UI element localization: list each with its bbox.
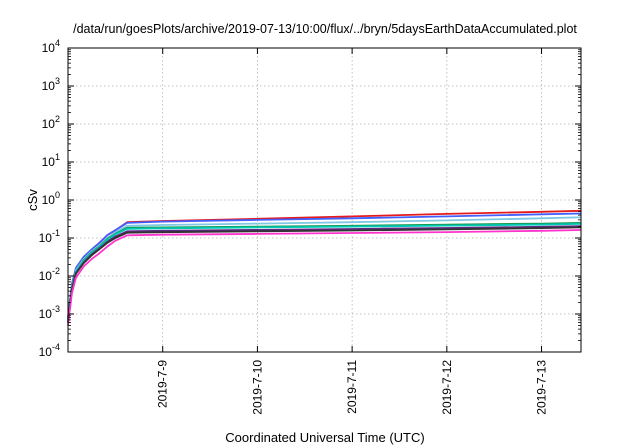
y-tick-label: 102	[42, 114, 60, 131]
y-tick-label: 10-2	[39, 266, 60, 283]
x-tick-label: 2019-7-13	[535, 360, 549, 415]
series-line-2	[67, 212, 582, 318]
y-tick-label: 10-4	[39, 342, 60, 359]
y-axis-label: cSv	[25, 189, 40, 211]
grid	[68, 48, 581, 352]
series-line-8	[67, 229, 582, 326]
y-tick-label: 10-3	[39, 304, 60, 321]
x-tick-label: 2019-7-11	[345, 360, 359, 414]
x-axis-label: Coordinated Universal Time (UTC)	[225, 430, 424, 445]
y-tick-label: 101	[42, 152, 60, 169]
series-group	[67, 209, 582, 326]
x-tick-label: 2019-7-9	[156, 360, 170, 408]
y-tick-label: 10-1	[39, 228, 60, 245]
x-tick-label: 2019-7-10	[250, 360, 264, 415]
y-tick-label: 103	[42, 76, 60, 93]
series-line-7	[67, 226, 582, 323]
chart-title: /data/run/goesPlots/archive/2019-07-13/1…	[73, 22, 577, 36]
y-tick-label: 104	[42, 38, 60, 55]
ticks: 10-4 10-3 10-2 10-1 100 101 102 103 104 2019-7-9 2…	[39, 38, 581, 415]
y-tick-label: 100	[42, 190, 60, 207]
x-tick-label: 2019-7-12	[440, 360, 454, 415]
